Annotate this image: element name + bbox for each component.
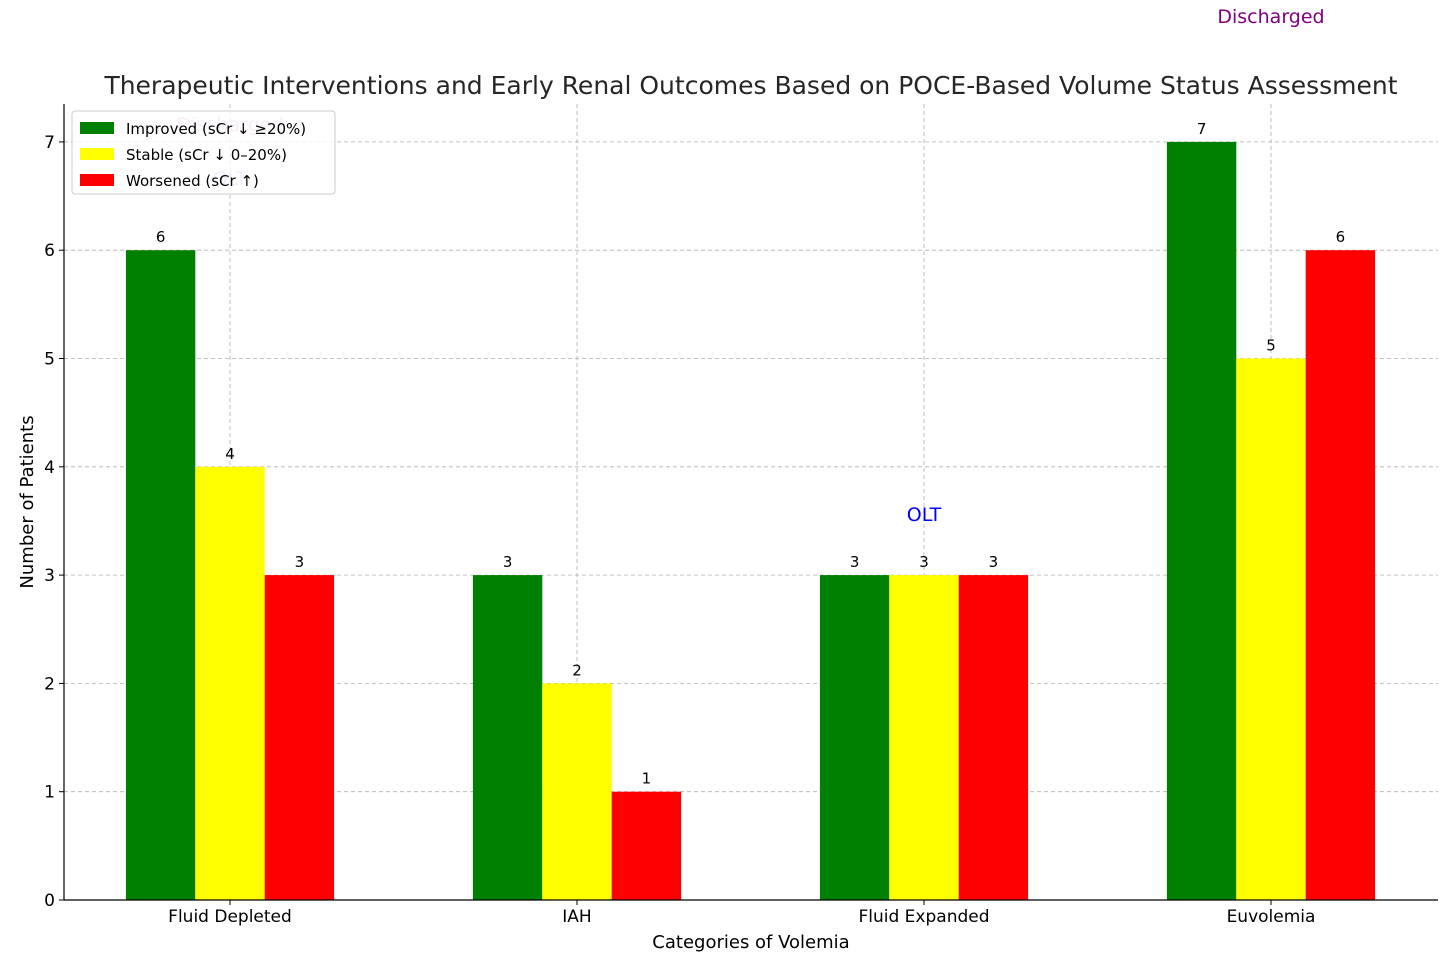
bar-labels-group: 6 3 3 7 4 2 3 5 3 1 3 6 bbox=[156, 120, 1345, 788]
bar-value-label: 3 bbox=[989, 553, 999, 571]
x-tick-label: Euvolemia bbox=[1227, 907, 1316, 927]
bar bbox=[958, 575, 1029, 900]
y-axis-label: Number of Patients bbox=[17, 415, 38, 588]
x-tick-label: IAH bbox=[562, 907, 591, 927]
bar-value-label: 1 bbox=[642, 770, 652, 788]
bar-value-label: 6 bbox=[156, 228, 166, 246]
legend-entry: Stable (sCr ↓ 0–20%) bbox=[126, 146, 287, 164]
y-tick-label: 5 bbox=[44, 350, 55, 370]
bars-group bbox=[125, 141, 1376, 900]
y-tick-label: 6 bbox=[44, 241, 55, 261]
bar-value-label: 3 bbox=[295, 553, 305, 571]
ticks-group: 0 1 2 3 4 5 6 7 Fluid Depleted IAH Fluid Expanded E… bbox=[44, 133, 1315, 927]
bar bbox=[1236, 358, 1306, 900]
bar-value-label: 3 bbox=[850, 553, 860, 571]
axes-group bbox=[63, 104, 1438, 901]
bar bbox=[819, 575, 890, 900]
bar-value-label: 5 bbox=[1266, 337, 1276, 355]
bar bbox=[542, 683, 612, 900]
y-tick-label: 1 bbox=[44, 783, 55, 803]
bar-value-label: 6 bbox=[1336, 228, 1346, 246]
y-tick-label: 3 bbox=[44, 566, 55, 586]
chart-title: Therapeutic Interventions and Early Rena… bbox=[103, 71, 1397, 100]
bar bbox=[889, 575, 959, 900]
legend-box bbox=[71, 110, 336, 195]
x-tick-label: Fluid Expanded bbox=[858, 907, 989, 927]
y-tick-label: 2 bbox=[44, 674, 55, 694]
annotation-label: Discharged bbox=[1217, 6, 1324, 28]
legend-entry: Improved (sCr ↓ ≥20%) bbox=[126, 120, 306, 138]
bar-value-label: 7 bbox=[1197, 120, 1207, 138]
legend-swatch bbox=[80, 122, 114, 134]
x-axis-label: Categories of Volemia bbox=[652, 932, 849, 953]
legend-swatch bbox=[80, 148, 114, 160]
bar-value-label: 3 bbox=[919, 553, 929, 571]
y-tick-label: 0 bbox=[44, 891, 55, 911]
bar-value-label: 3 bbox=[503, 553, 513, 571]
x-tick-label: Fluid Depleted bbox=[168, 907, 292, 927]
legend-swatch bbox=[80, 174, 114, 186]
annotation-label: OLT bbox=[907, 504, 942, 526]
bar bbox=[1166, 141, 1237, 900]
y-tick-label: 7 bbox=[44, 133, 55, 153]
legend: Improved (sCr ↓ ≥20%) Stable (sCr ↓ 0–20%… bbox=[71, 110, 336, 195]
y-tick-label: 4 bbox=[44, 458, 55, 478]
bar bbox=[611, 791, 682, 900]
bar-value-label: 4 bbox=[225, 445, 235, 463]
bar bbox=[125, 250, 196, 900]
bar bbox=[1305, 250, 1376, 900]
bar bbox=[264, 575, 335, 900]
bar bbox=[195, 466, 265, 900]
bar bbox=[472, 575, 543, 900]
legend-entry: Worsened (sCr ↑) bbox=[126, 172, 259, 190]
bar-value-label: 2 bbox=[572, 661, 582, 679]
